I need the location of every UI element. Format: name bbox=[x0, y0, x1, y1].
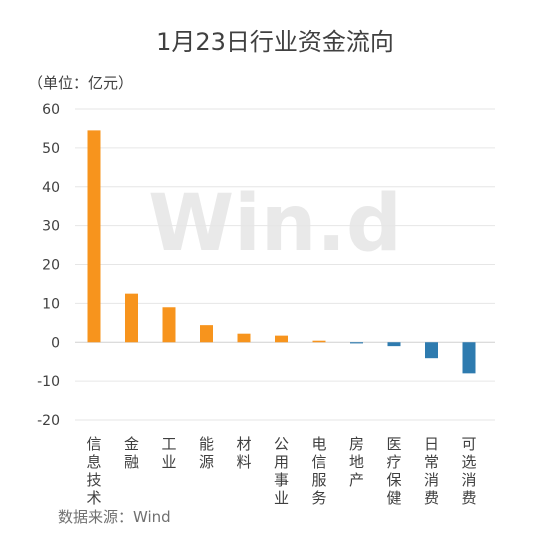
x-tick-label: 可选消费 bbox=[461, 435, 476, 507]
bar bbox=[200, 325, 213, 343]
x-tick-label: 电信服务 bbox=[311, 435, 326, 507]
y-tick-label: 50 bbox=[42, 141, 60, 157]
chart-title: 1月23日行业资金流向 bbox=[156, 28, 394, 56]
y-axis-ticks: 60 50 40 30 20 10 0 -10 -20 bbox=[37, 102, 60, 429]
grid-lines bbox=[75, 108, 495, 421]
bar bbox=[350, 342, 363, 344]
y-tick-label: -10 bbox=[37, 374, 60, 390]
bar bbox=[162, 307, 176, 343]
bar bbox=[312, 340, 326, 343]
x-tick-label: 能源 bbox=[199, 435, 214, 471]
bar bbox=[87, 130, 101, 343]
y-tick-label: 40 bbox=[42, 180, 60, 196]
x-tick-label: 材料 bbox=[236, 435, 251, 471]
x-tick-label: 工业 bbox=[161, 435, 176, 471]
x-tick-label: 金融 bbox=[124, 435, 139, 471]
unit-label: （单位：亿元） bbox=[28, 74, 133, 92]
y-tick-label: -20 bbox=[37, 413, 60, 429]
x-tick-label: 信息技术 bbox=[86, 435, 101, 507]
y-tick-label: 0 bbox=[51, 335, 60, 351]
bar bbox=[125, 293, 138, 343]
x-tick-label: 房地产 bbox=[349, 435, 364, 489]
y-tick-label: 30 bbox=[42, 219, 60, 235]
y-tick-label: 10 bbox=[42, 296, 60, 312]
x-tick-label: 公用事业 bbox=[274, 435, 289, 507]
bar bbox=[425, 342, 438, 359]
y-tick-label: 20 bbox=[42, 258, 60, 274]
x-tick-label: 医疗保健 bbox=[386, 435, 401, 507]
bars bbox=[87, 130, 476, 374]
source-label: 数据来源：Wind bbox=[58, 508, 171, 526]
bar bbox=[462, 342, 476, 374]
bar bbox=[237, 333, 251, 343]
bar bbox=[387, 342, 401, 347]
x-tick-label: 日常消费 bbox=[424, 435, 439, 507]
bar bbox=[275, 335, 288, 343]
watermark: Win.d bbox=[148, 179, 402, 269]
y-tick-label: 60 bbox=[42, 102, 60, 118]
